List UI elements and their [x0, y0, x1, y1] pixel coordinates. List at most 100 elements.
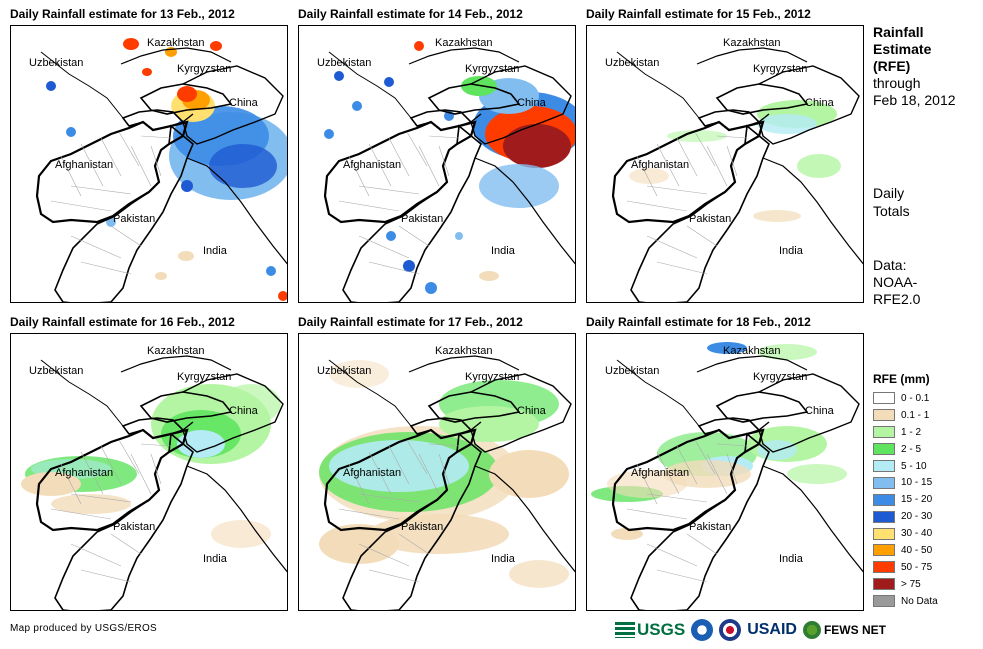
- rainfall-map: Kazakhstan Uzbekistan Kyrgyzstan China Afgha…: [298, 333, 576, 611]
- panel-feb-17: Daily Rainfall estimate for 17 Feb., 201…: [298, 315, 576, 611]
- kyrgyzstan-label: Kyrgyzstan: [465, 371, 519, 383]
- legend-label: 30 - 40: [901, 528, 933, 540]
- panel-title: Daily Rainfall estimate for 14 Feb., 201…: [298, 7, 523, 21]
- legend-item: 10 - 15: [873, 474, 938, 491]
- rain-area: [757, 114, 817, 134]
- india-border: [474, 465, 575, 573]
- rain-area: [667, 130, 727, 142]
- rain-area: [629, 168, 669, 184]
- india-border: [186, 465, 287, 573]
- kazakhstan-label: Kazakhstan: [147, 37, 204, 49]
- uzbekistan-border: [40, 51, 124, 119]
- legend-item: 0.1 - 1: [873, 407, 938, 424]
- china-label: China: [517, 97, 547, 109]
- rain-area: [278, 291, 287, 301]
- rain-area: [181, 180, 193, 192]
- legend-item: 30 - 40: [873, 525, 938, 542]
- rain-area: [384, 77, 394, 87]
- rain-area: [334, 71, 344, 81]
- uzbekistan-border: [616, 359, 700, 427]
- uzbekistan-label: Uzbekistan: [605, 57, 659, 69]
- legend-label: 5 - 10: [901, 460, 927, 472]
- daily-line: Daily: [873, 185, 905, 201]
- india-label: India: [203, 553, 228, 565]
- province-lines: [50, 131, 172, 275]
- rain-area: [51, 494, 131, 514]
- kazakhstan-label: Kazakhstan: [723, 345, 780, 357]
- rain-area: [266, 266, 276, 276]
- legend-swatch: [873, 409, 895, 422]
- rain-area: [210, 41, 222, 51]
- afghanistan-label: Afghanistan: [55, 467, 113, 479]
- fews-text: FEWS NET: [823, 623, 886, 637]
- china-border: [758, 65, 860, 145]
- legend-label: 20 - 30: [901, 511, 933, 523]
- rain-area: [329, 440, 469, 492]
- rainfall-map: Kazakhstan Uzbekistan Kyrgyzstan China Afgha…: [10, 333, 288, 611]
- pakistan-border: [630, 124, 770, 302]
- pakistan-label: Pakistan: [689, 213, 731, 225]
- kyrgyzstan-border: [715, 391, 809, 423]
- rain-area: [611, 528, 643, 540]
- china-border: [182, 373, 284, 453]
- usaid-logo: USAID: [747, 621, 797, 638]
- kazakhstan-border: [696, 47, 808, 65]
- legend-item: 20 - 30: [873, 508, 938, 525]
- panel-feb-15: Daily Rainfall estimate for 15 Feb., 201…: [586, 7, 864, 303]
- legend-item: No Data: [873, 593, 938, 610]
- rain-area: [178, 251, 194, 261]
- kazakhstan-border: [120, 355, 232, 373]
- rain-area: [425, 282, 437, 294]
- legend-item: 1 - 2: [873, 424, 938, 441]
- pakistan-border: [630, 432, 770, 610]
- rain-area: [221, 384, 281, 424]
- uzbekistan-border: [616, 51, 700, 119]
- rain-area: [797, 154, 841, 178]
- tajikistan-border: [409, 109, 473, 131]
- country-borders: [611, 47, 863, 302]
- legend-swatch: [873, 561, 895, 574]
- legend-item: 0 - 0.1: [873, 390, 938, 407]
- rain-area: [707, 342, 747, 354]
- pakistan-label: Pakistan: [113, 213, 155, 225]
- title-line: Rainfall: [873, 24, 924, 40]
- kyrgyzstan-label: Kyrgyzstan: [465, 63, 519, 75]
- kazakhstan-border: [120, 47, 232, 65]
- rainfall-overlay: [629, 100, 841, 222]
- panel-title: Daily Rainfall estimate for 13 Feb., 201…: [10, 7, 235, 21]
- country-borders: [611, 355, 863, 610]
- country-borders: [323, 47, 575, 302]
- china-label: China: [517, 405, 547, 417]
- china-label: China: [805, 405, 835, 417]
- afghanistan-label: Afghanistan: [343, 159, 401, 171]
- uzbekistan-label: Uzbekistan: [29, 57, 83, 69]
- uzbekistan-label: Uzbekistan: [29, 365, 83, 377]
- india-label: India: [491, 553, 516, 565]
- map-canvas: Kazakhstan Uzbekistan Kyrgyzstan China Afgha…: [605, 37, 863, 302]
- legend-swatch: [873, 392, 895, 405]
- legend-swatch: [873, 476, 895, 489]
- legend-label: 10 - 15: [901, 477, 933, 489]
- india-border: [762, 157, 863, 265]
- india-label: India: [779, 553, 804, 565]
- legend-item: 2 - 5: [873, 441, 938, 458]
- rain-area: [787, 464, 847, 484]
- rain-area: [509, 560, 569, 588]
- rain-area: [479, 164, 559, 208]
- kyrgyzstan-label: Kyrgyzstan: [177, 63, 231, 75]
- legend-swatch: [873, 443, 895, 456]
- title-line: Estimate: [873, 41, 932, 57]
- kyrgyzstan-border: [715, 83, 809, 115]
- tajikistan-border: [121, 417, 185, 439]
- usgs-logo: USGS: [615, 620, 685, 640]
- panel-title: Daily Rainfall estimate for 15 Feb., 201…: [586, 7, 811, 21]
- title-line: (RFE): [873, 58, 911, 74]
- map-canvas: Kazakhstan Uzbekistan Kyrgyzstan China Afgha…: [591, 342, 863, 610]
- pakistan-border: [54, 124, 194, 302]
- uzbekistan-label: Uzbekistan: [317, 57, 371, 69]
- legend-swatch: [873, 544, 895, 557]
- panel-title: Daily Rainfall estimate for 18 Feb., 201…: [586, 315, 811, 329]
- uzbekistan-label: Uzbekistan: [605, 365, 659, 377]
- rain-area: [503, 124, 571, 168]
- legend-item: 40 - 50: [873, 542, 938, 559]
